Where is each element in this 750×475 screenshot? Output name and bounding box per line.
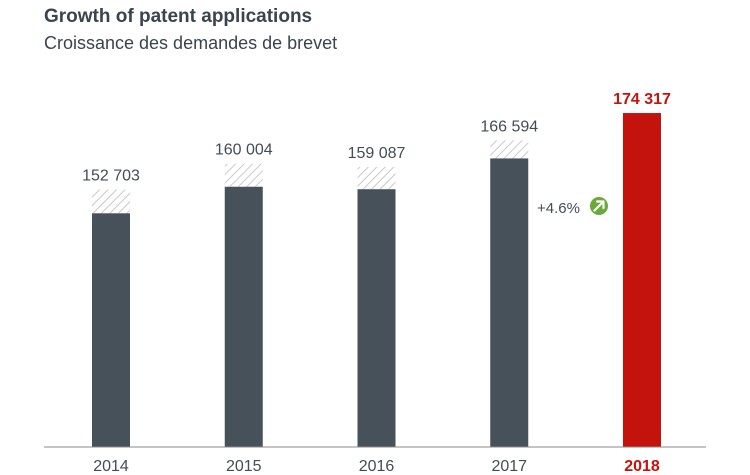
- chart-title: Growth of patent applications: [44, 6, 313, 27]
- value-label: 174 317: [613, 91, 671, 108]
- bar-2015: [224, 186, 263, 447]
- bar-2014: [92, 213, 130, 447]
- bar-2018: [623, 113, 661, 447]
- bar-hatched-segment: [224, 163, 263, 187]
- bar-2016: [357, 189, 396, 447]
- x-tick-label: 2018: [624, 458, 660, 475]
- arrow-up-right-icon: [590, 197, 608, 215]
- chart-subtitle: Croissance des demandes de brevet: [44, 33, 338, 53]
- x-tick-label: 2014: [93, 458, 129, 475]
- value-label: 159 087: [348, 145, 406, 162]
- x-tick-label: 2016: [359, 458, 395, 475]
- bar-hatched-segment: [490, 140, 529, 159]
- growth-annotation: +4.6%: [537, 197, 608, 217]
- x-tick-label: 2015: [226, 458, 262, 475]
- growth-label: +4.6%: [537, 200, 580, 217]
- bar-hatched-segment: [357, 166, 396, 190]
- bar-2017: [490, 158, 529, 447]
- value-label: 152 703: [82, 168, 140, 185]
- value-label: 166 594: [480, 118, 538, 135]
- x-tick-label: 2017: [491, 458, 527, 475]
- bar-hatched-segment: [92, 189, 130, 214]
- value-label: 160 004: [215, 142, 273, 159]
